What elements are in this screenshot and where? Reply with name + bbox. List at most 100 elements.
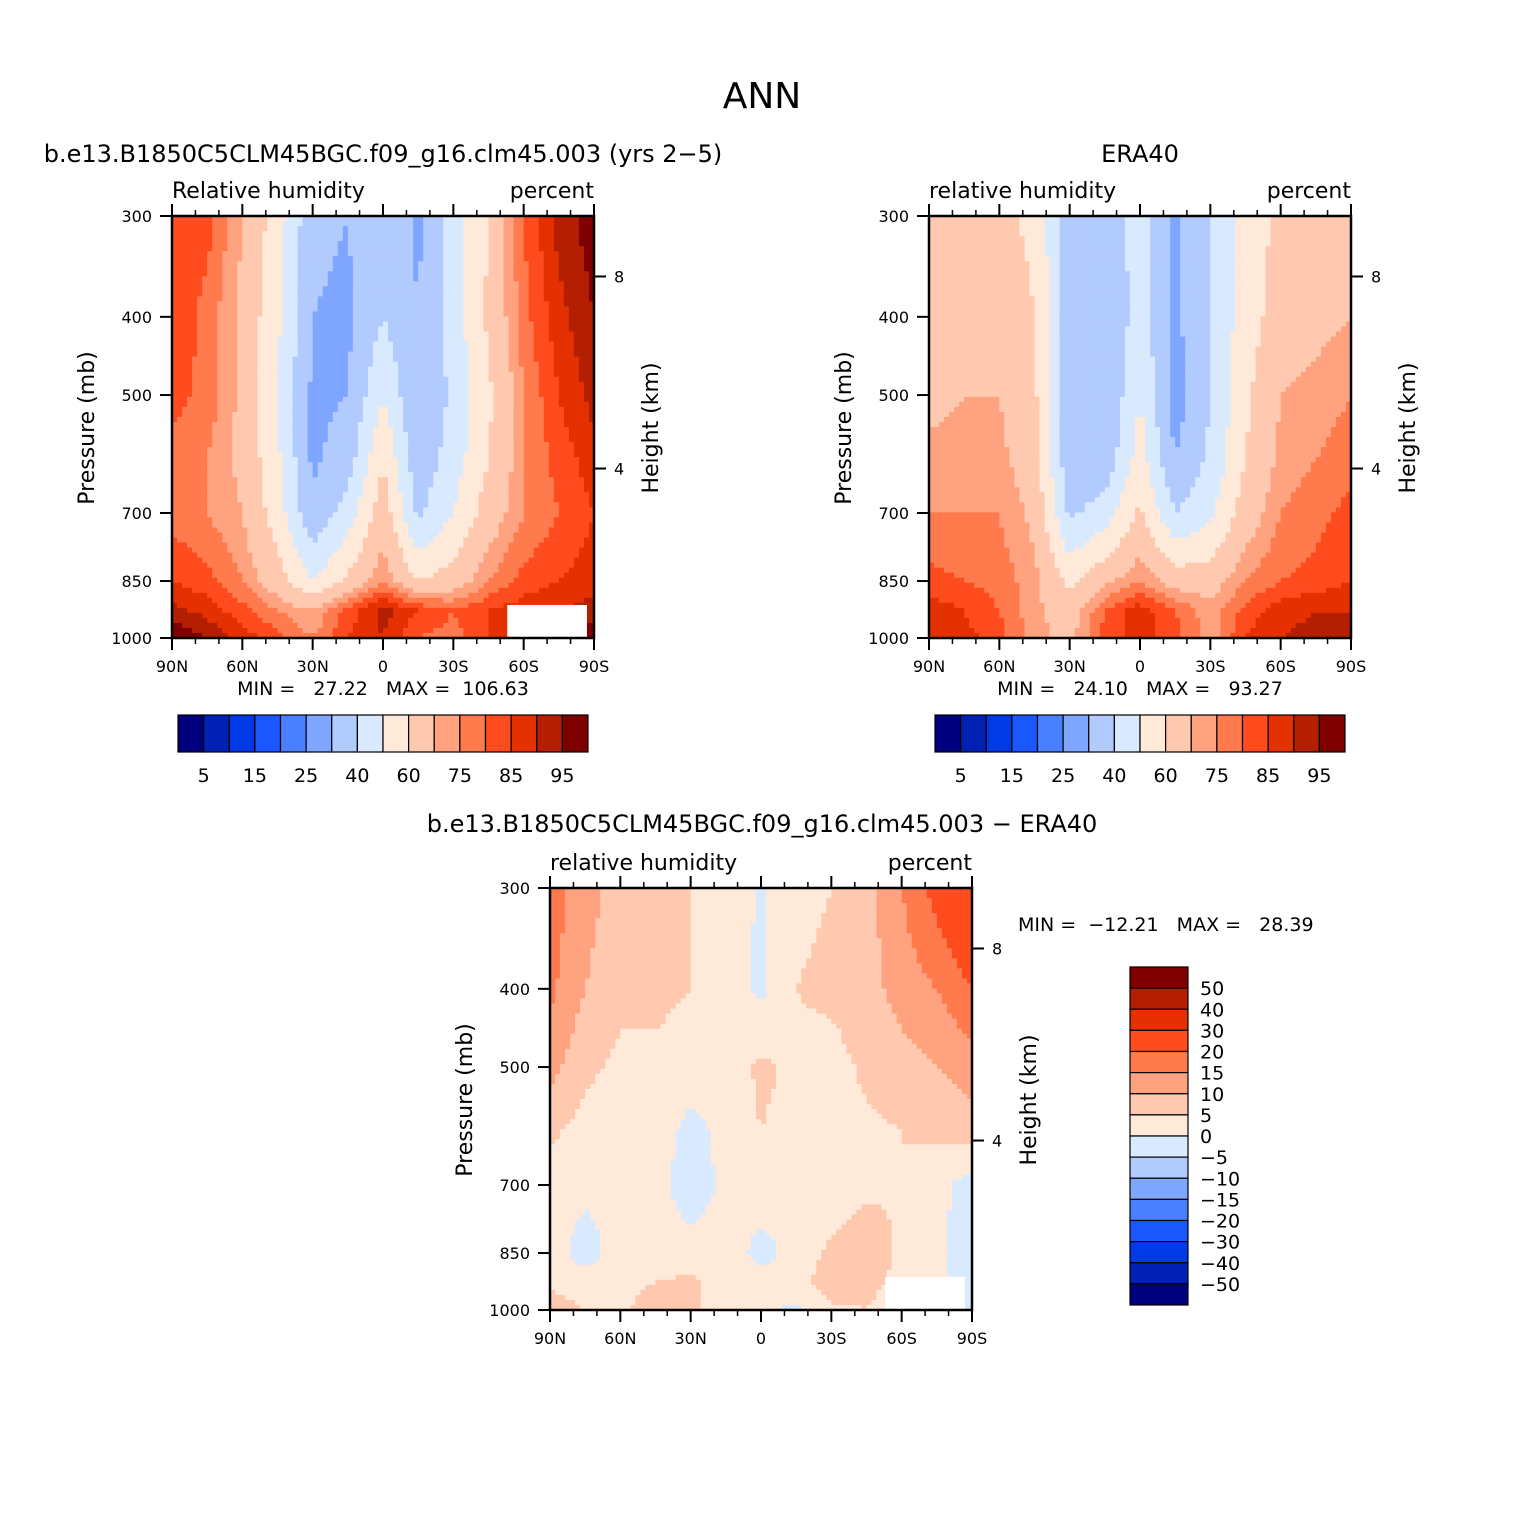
heatmap-cell	[428, 367, 434, 373]
heatmap-cell	[443, 276, 449, 282]
heatmap-cell	[187, 296, 193, 302]
heatmap-cell	[202, 256, 208, 262]
heatmap-cell	[267, 261, 273, 267]
heatmap-cell	[393, 256, 399, 262]
heatmap-cell	[398, 271, 404, 277]
heatmap-cell	[534, 316, 540, 322]
heatmap-cell	[514, 367, 520, 373]
heatmap-cell	[418, 392, 424, 398]
heatmap-cell	[338, 492, 344, 498]
heatmap-cell	[353, 332, 359, 338]
heatmap-cell	[393, 266, 399, 272]
heatmap-cell	[574, 226, 580, 232]
heatmap-cell	[504, 452, 510, 458]
heatmap-cell	[237, 437, 243, 443]
heatmap-cell	[443, 392, 449, 398]
heatmap-cell	[202, 306, 208, 312]
heatmap-cell	[398, 226, 404, 232]
heatmap-cell	[398, 492, 404, 498]
heatmap-cell	[494, 452, 500, 458]
heatmap-cell	[283, 432, 289, 438]
heatmap-cell	[534, 352, 540, 358]
heatmap-cell	[272, 256, 278, 262]
heatmap-cell	[418, 327, 424, 333]
heatmap-cell	[463, 347, 469, 353]
heatmap-cell	[534, 256, 540, 262]
heatmap-cell	[524, 367, 530, 373]
heatmap-cell	[242, 362, 248, 368]
heatmap-cell	[343, 397, 349, 403]
heatmap-cell	[293, 492, 299, 498]
heatmap-cell	[353, 472, 359, 478]
heatmap-cell	[453, 367, 459, 373]
heatmap-cell	[509, 387, 515, 393]
heatmap-cell	[288, 226, 294, 232]
heatmap-cell	[242, 246, 248, 252]
heatmap-cell	[403, 291, 409, 297]
heatmap-cell	[338, 452, 344, 458]
heatmap-cell	[473, 487, 479, 493]
heatmap-cell	[564, 477, 570, 483]
heatmap-cell	[262, 452, 268, 458]
heatmap-cell	[514, 422, 520, 428]
heatmap-cell	[197, 286, 203, 292]
heatmap-cell	[579, 402, 585, 408]
heatmap-cell	[298, 251, 304, 257]
heatmap-cell	[564, 497, 570, 503]
heatmap-cell	[433, 226, 439, 232]
heatmap-cell	[227, 241, 233, 247]
heatmap-cell	[182, 281, 188, 287]
heatmap-cell	[388, 301, 394, 307]
heatmap-cell	[584, 392, 590, 398]
heatmap-cell	[388, 377, 394, 383]
heatmap-cell	[318, 286, 324, 292]
heatmap-cell	[423, 261, 429, 267]
heatmap-cell	[247, 387, 253, 393]
heatmap-cell	[478, 382, 484, 388]
heatmap-cell	[308, 281, 314, 287]
heatmap-cell	[443, 482, 449, 488]
heatmap-cell	[227, 392, 233, 398]
heatmap-cell	[237, 397, 243, 403]
heatmap-cell	[308, 497, 314, 503]
heatmap-cell	[448, 397, 454, 403]
heatmap-cell	[278, 221, 284, 227]
heatmap-cell	[252, 402, 258, 408]
heatmap-cell	[303, 281, 309, 287]
heatmap-cell	[524, 261, 530, 267]
heatmap-cell	[529, 457, 535, 463]
heatmap-cell	[298, 437, 304, 443]
heatmap-cell	[539, 271, 545, 277]
heatmap-cell	[519, 251, 525, 257]
heatmap-cell	[217, 427, 223, 433]
heatmap-cell	[353, 392, 359, 398]
heatmap-cell	[353, 357, 359, 363]
heatmap-cell	[338, 276, 344, 282]
heatmap-cell	[202, 241, 208, 247]
heatmap-cell	[298, 291, 304, 297]
heatmap-cell	[343, 422, 349, 428]
heatmap-cell	[443, 442, 449, 448]
heatmap-cell	[529, 477, 535, 483]
heatmap-cell	[584, 412, 590, 418]
heatmap-cell	[473, 291, 479, 297]
heatmap-cell	[298, 482, 304, 488]
heatmap-cell	[303, 482, 309, 488]
heatmap-cell	[483, 417, 489, 423]
heatmap-cell	[468, 497, 474, 503]
heatmap-cell	[232, 367, 238, 373]
heatmap-cell	[202, 332, 208, 338]
heatmap-cell	[584, 231, 590, 237]
heatmap-cell	[217, 412, 223, 418]
heatmap-cell	[368, 457, 374, 463]
heatmap-cell	[202, 286, 208, 292]
heatmap-cell	[413, 427, 419, 433]
heatmap-cell	[267, 487, 273, 493]
heatmap-cell	[363, 487, 369, 493]
heatmap-cell	[473, 327, 479, 333]
heatmap-cell	[222, 502, 228, 508]
heatmap-cell	[353, 507, 359, 513]
heatmap-cell	[237, 327, 243, 333]
heatmap-cell	[222, 352, 228, 358]
heatmap-cell	[564, 296, 570, 302]
